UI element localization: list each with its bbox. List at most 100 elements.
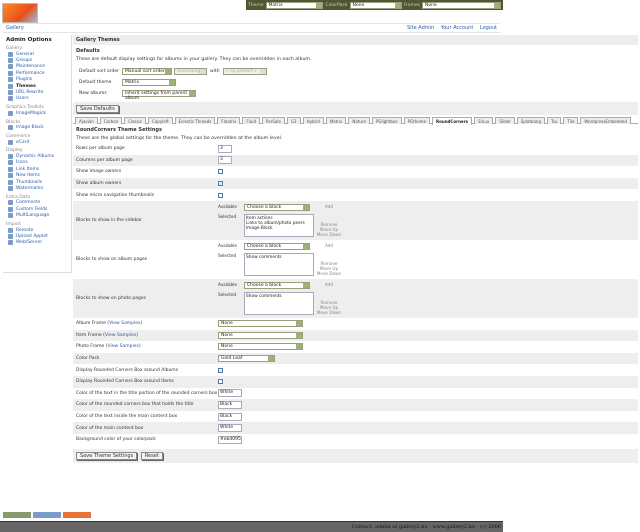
tab-eclectic-threads[interactable]: Eclectic Threads <box>174 117 216 124</box>
sidebar-item-label[interactable]: eCard <box>16 139 30 145</box>
sidebar-item-dynamic-albums[interactable]: Dynamic Albums <box>6 153 68 159</box>
your-account-link[interactable]: Your Account <box>440 25 474 31</box>
tab-matrix[interactable]: Matrix <box>325 117 347 124</box>
tab-nature[interactable]: Nature <box>348 117 370 124</box>
sidebar-item-upload-applet[interactable]: Upload Applet <box>6 233 68 239</box>
sidebar-item-label[interactable]: Remote <box>16 227 34 233</box>
sidebar-item-label[interactable]: MultiLanguage <box>16 213 50 219</box>
sidebar-item-label[interactable]: Users <box>16 96 29 102</box>
colorpack-select[interactable]: None <box>349 1 402 9</box>
tab-floatrix[interactable]: Floatrix <box>217 117 241 124</box>
view-samples-link[interactable]: View Samples <box>107 344 139 350</box>
photo-blocks-available-select[interactable]: Choose a block <box>244 281 310 289</box>
sidebar-item-label[interactable]: Image Block <box>16 125 44 131</box>
show-album-owners-checkbox[interactable]: ✓ <box>218 181 223 187</box>
sidebar-item-image-block[interactable]: Image Block <box>6 125 68 131</box>
sidebar-item-label[interactable]: New Items <box>16 173 40 179</box>
album-blocks-move-down-button[interactable]: Move Down <box>316 270 342 276</box>
sidebar-blocks-move-down-button[interactable]: Move Down <box>316 231 342 237</box>
sidebar-item-label[interactable]: Themes <box>16 83 36 89</box>
sort-direction-select[interactable]: Ascending <box>174 68 207 75</box>
album-blocks-remove-button[interactable]: Remove <box>320 260 338 266</box>
sidebar-item-label[interactable]: Maintenance <box>16 64 45 70</box>
sidebar-blocks-selected-list[interactable]: Item actions Links to album/photo peers Im… <box>244 213 314 237</box>
album-frame-select[interactable]: None <box>218 320 303 328</box>
show-micro-nav-checkbox[interactable] <box>218 192 223 198</box>
view-samples-link[interactable]: View Samples <box>104 332 137 338</box>
sidebar-item-web-server[interactable]: Web/Server <box>6 240 68 246</box>
frames-select[interactable]: None <box>421 1 501 9</box>
sidebar-item-themes[interactable]: Themes <box>6 83 68 89</box>
sidebar-item-performance[interactable]: Performance <box>6 70 68 76</box>
photo-blocks-move-up-button[interactable]: Move Up <box>319 304 339 310</box>
photo-blocks-selected-item[interactable]: Show comments <box>246 293 282 299</box>
tab-fluid[interactable]: Fluid <box>242 117 260 124</box>
color-pack-select[interactable]: Gold Leaf <box>218 355 275 363</box>
sidebar-item-ecard[interactable]: eCard <box>6 139 68 145</box>
presort-select[interactable]: « no presort » <box>222 68 267 75</box>
columns-per-page-input[interactable]: 3 <box>218 156 232 165</box>
tab-roundcorners[interactable]: RoundCorners <box>432 117 472 125</box>
sidebar-item-label[interactable]: Upload Applet <box>16 233 48 239</box>
sidebar-item-imagemagick[interactable]: ImageMagick <box>6 110 68 116</box>
sidebar-item-plugins[interactable]: Plugins <box>6 77 68 83</box>
new-albums-select[interactable]: Inherit settings from parent album <box>122 90 196 101</box>
save-defaults-button[interactable]: Save Defaults <box>76 105 119 113</box>
album-blocks-selected-item[interactable]: Show comments <box>246 254 282 260</box>
photo-frame-select[interactable]: None <box>218 343 303 351</box>
sidebar-item-remote[interactable]: Remote <box>6 227 68 233</box>
show-image-owners-checkbox[interactable] <box>218 169 223 175</box>
badge-icon[interactable] <box>63 512 91 518</box>
sidebar-blocks-selected-item[interactable]: Links to album/photo peers <box>246 220 305 226</box>
site-admin-link[interactable]: Site Admin <box>407 25 435 31</box>
tab-pglightbox[interactable]: PGlightbox <box>371 117 402 124</box>
gallery-logo[interactable] <box>2 3 38 23</box>
sidebar-item-label[interactable]: Plugins <box>16 77 33 83</box>
sidebar-item-label[interactable]: Icons <box>16 160 28 166</box>
colorpack-bg-color-input[interactable]: #ebd095 <box>218 435 242 444</box>
sidebar-item-label[interactable]: ImageMagick <box>16 110 46 116</box>
album-blocks-move-up-button[interactable]: Move Up <box>319 265 339 271</box>
content-box-color-input[interactable]: White <box>218 424 242 433</box>
sidebar-item-label[interactable]: Groups <box>16 58 33 64</box>
rows-per-page-input[interactable]: 3 <box>218 144 232 153</box>
sidebar-blocks-selected-item[interactable]: Image Block <box>246 225 273 231</box>
tab-carbon[interactable]: Carbon <box>99 117 123 124</box>
sidebar-item-label[interactable]: General <box>16 51 34 57</box>
default-theme-select[interactable]: Matrix <box>122 79 176 86</box>
sidebar-item-general[interactable]: General <box>6 51 68 57</box>
rounded-albums-checkbox[interactable]: ✓ <box>218 367 223 373</box>
item-frame-select[interactable]: None <box>218 331 303 339</box>
sidebar-item-label[interactable]: Comments <box>16 200 41 206</box>
sidebar-item-new-items[interactable]: New Items <box>6 172 68 179</box>
tab-wordpressembedded[interactable]: WordpressEmbedded <box>580 117 631 124</box>
tab-slider[interactable]: Slider <box>495 117 515 124</box>
tab-pgtheme[interactable]: PGtheme <box>403 117 431 124</box>
sidebar-item-label[interactable]: URL Rewrite <box>16 90 44 96</box>
sidebar-item-label[interactable]: Link Items <box>16 166 40 172</box>
photo-blocks-remove-button[interactable]: Remove <box>320 299 338 305</box>
sidebar-item-label[interactable]: Web/Server <box>16 240 43 246</box>
sidebar-item-icons[interactable]: Icons <box>6 160 68 166</box>
tab-tile[interactable]: Tile <box>563 117 579 124</box>
title-text-color-input[interactable]: White <box>218 389 242 398</box>
sidebar-item-groups[interactable]: Groups <box>6 57 68 64</box>
tab-ajaxian[interactable]: Ajaxian <box>75 117 98 124</box>
tab-g1[interactable]: G1 <box>286 117 301 124</box>
sidebar-blocks-available-select[interactable]: Choose a block <box>244 203 310 211</box>
sidebar-item-url-rewrite[interactable]: URL Rewrite <box>6 89 68 96</box>
title-box-color-input[interactable]: Black <box>218 400 242 409</box>
album-blocks-selected-list[interactable]: Show comments <box>244 252 314 276</box>
view-samples-link[interactable]: View Samples <box>109 321 141 327</box>
tab-siriux[interactable]: Siriux <box>474 117 494 124</box>
sort-order-select[interactable]: Manual sort order <box>122 68 172 75</box>
rounded-items-checkbox[interactable] <box>218 379 223 385</box>
tab-porsale[interactable]: PorSale <box>262 117 285 124</box>
save-theme-settings-button[interactable]: Save Theme Settings <box>76 451 138 460</box>
sidebar-blocks-move-up-button[interactable]: Move Up <box>319 226 339 232</box>
badge-icon[interactable] <box>3 512 31 518</box>
sidebar-blocks-selected-item[interactable]: Item actions <box>246 215 273 221</box>
tab-tsu[interactable]: Tsu <box>547 117 562 124</box>
theme-select[interactable]: Matrix <box>265 1 324 9</box>
badge-icon[interactable] <box>33 512 61 518</box>
